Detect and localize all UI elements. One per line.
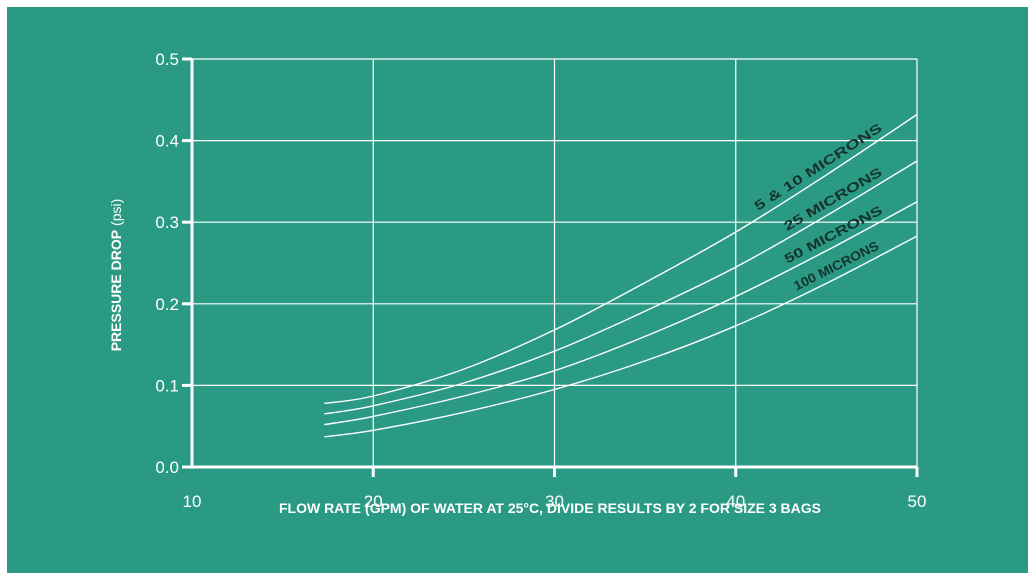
series-line	[324, 201, 918, 426]
axes	[182, 57, 919, 477]
x-tick-label: 20	[364, 492, 383, 511]
x-tick-label: 30	[545, 492, 564, 511]
y-tick-label: 0.5	[155, 50, 179, 69]
y-tick-label: 0.4	[155, 132, 179, 151]
y-axis-title-unit: (psi)	[108, 199, 124, 226]
y-tick-label: 0.1	[155, 376, 179, 395]
chart-panel: 0.0 0.1 0.2 0.3 0.4 0.5 10 20 30 40 50 5 & 10 MICR…	[7, 7, 1028, 573]
y-axis-title-main: PRESSURE DROP	[108, 230, 124, 351]
x-tick-label: 50	[908, 492, 927, 511]
tick-labels: 0.0 0.1 0.2 0.3 0.4 0.5 10 20 30 40 50	[155, 50, 926, 511]
x-tick-label: 10	[183, 492, 202, 511]
y-tick-label: 0.0	[155, 458, 179, 477]
x-tick-label: 40	[726, 492, 745, 511]
series-line	[324, 235, 918, 438]
grid-lines	[192, 58, 918, 467]
series-line	[324, 113, 918, 405]
y-tick-label: 0.3	[155, 213, 179, 232]
y-axis-title: PRESSURE DROP (psi)	[108, 199, 124, 352]
x-axis-title: FLOW RATE (GPM) OF WATER AT 25°C, DIVIDE…	[279, 500, 821, 516]
y-tick-label: 0.2	[155, 295, 179, 314]
series-line	[324, 160, 918, 415]
series-curves	[324, 113, 918, 438]
pressure-drop-chart: 0.0 0.1 0.2 0.3 0.4 0.5 10 20 30 40 50 5 & 10 MICR…	[108, 50, 926, 516]
